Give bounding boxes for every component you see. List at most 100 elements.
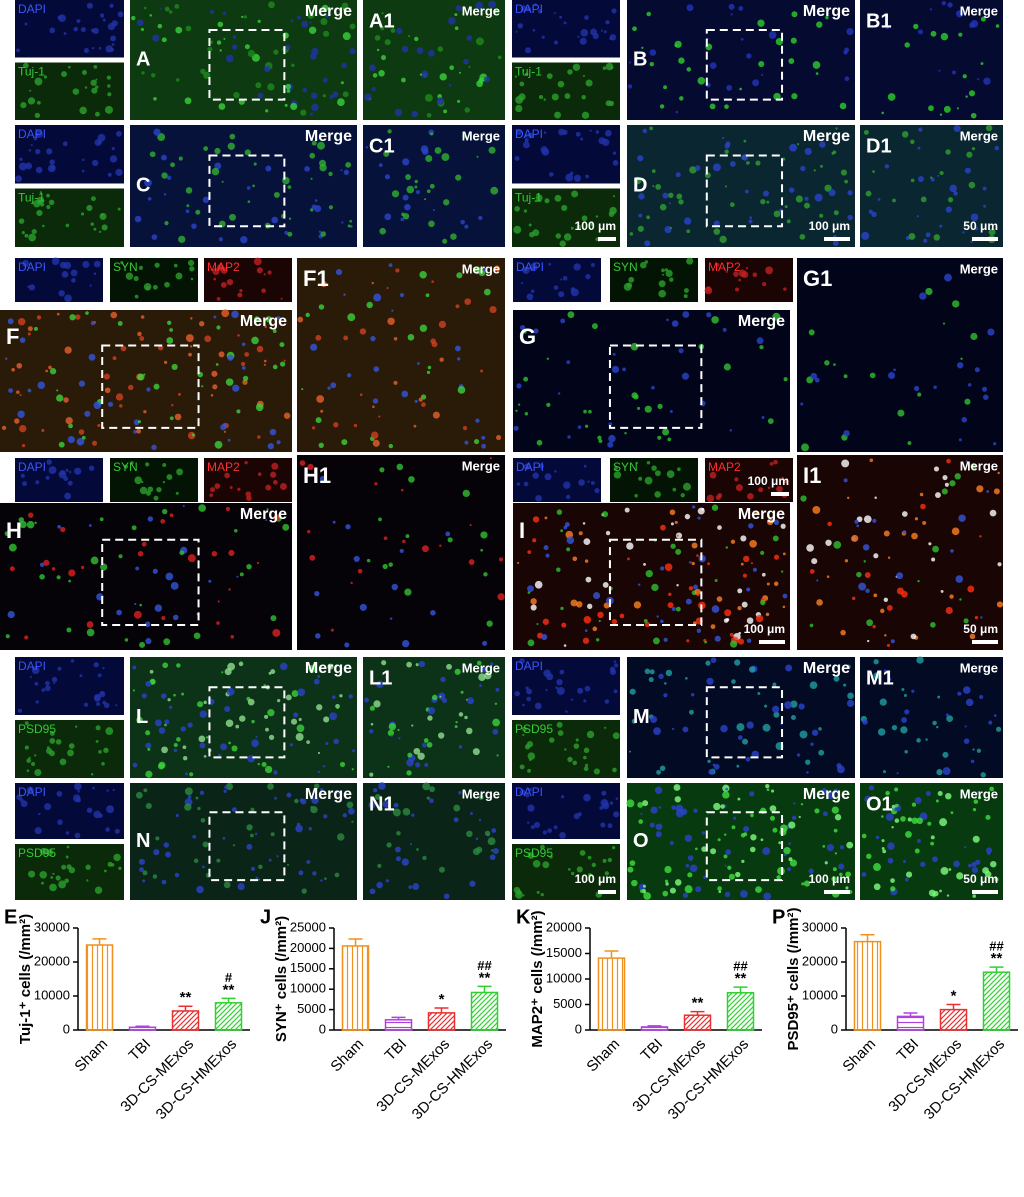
- cell: [216, 325, 221, 330]
- cell: [337, 833, 345, 841]
- cell: [39, 574, 45, 580]
- cell: [225, 719, 234, 728]
- cell: [530, 289, 535, 293]
- cell: [267, 783, 274, 790]
- cell: [211, 551, 218, 557]
- cell: [264, 714, 269, 719]
- cell: [464, 440, 469, 445]
- cell: [310, 92, 318, 99]
- cell: [184, 97, 192, 105]
- x-tick-label: Sham: [839, 1036, 879, 1076]
- cell: [80, 27, 86, 33]
- cell: [7, 610, 15, 619]
- cell: [548, 262, 552, 266]
- cell: [39, 562, 45, 568]
- cell: [142, 879, 146, 883]
- cell: [684, 288, 689, 293]
- scale-label: 50 μm: [963, 622, 998, 636]
- cell: [570, 871, 575, 876]
- cell: [115, 704, 118, 707]
- cell: [411, 813, 415, 817]
- cell: [953, 860, 960, 868]
- cell: [707, 562, 710, 566]
- cell: [139, 486, 148, 495]
- cell: [247, 755, 255, 763]
- cell: [33, 326, 38, 331]
- cell: [406, 770, 412, 776]
- cell: [810, 742, 814, 746]
- cell: [65, 831, 70, 835]
- cell: [972, 894, 977, 898]
- cell: [106, 75, 111, 80]
- cell: [833, 675, 840, 682]
- cell: [612, 732, 620, 740]
- cell: [464, 107, 470, 113]
- cell: [301, 20, 309, 28]
- cell: [196, 701, 204, 708]
- cell: [559, 832, 566, 839]
- cell: [220, 267, 228, 274]
- cell: [816, 21, 823, 28]
- cell: [340, 81, 344, 85]
- cell: [758, 60, 765, 68]
- cell: [47, 164, 56, 173]
- cell: [245, 491, 252, 497]
- cell: [964, 398, 971, 405]
- cell: [736, 764, 740, 768]
- cell: [826, 843, 834, 852]
- cell: [949, 594, 954, 599]
- cell: [57, 15, 62, 20]
- cell: [733, 816, 737, 820]
- cell: [962, 74, 967, 79]
- cell: [418, 660, 426, 668]
- cell: [462, 135, 466, 139]
- bar: [470, 991, 499, 1031]
- cell: [518, 403, 521, 406]
- cell: [951, 527, 960, 536]
- cell: [337, 98, 345, 107]
- cell: [102, 667, 105, 670]
- cell: [118, 554, 123, 559]
- cell: [111, 43, 115, 46]
- panel-letter: B1: [866, 10, 892, 32]
- cell: [75, 797, 81, 803]
- cell: [372, 788, 378, 793]
- cell: [746, 53, 752, 59]
- cell: [586, 730, 595, 739]
- cell: [142, 870, 148, 876]
- cell: [163, 193, 167, 196]
- cell: [684, 885, 693, 894]
- cell: [176, 737, 181, 742]
- cell: [738, 278, 741, 282]
- cell: [425, 293, 430, 298]
- cell: [147, 486, 154, 493]
- cell: [93, 321, 97, 324]
- cell: [514, 75, 518, 78]
- cell: [714, 635, 721, 642]
- cell: [546, 73, 553, 80]
- cell: [952, 300, 960, 308]
- cell: [637, 225, 644, 232]
- cell: [961, 416, 968, 423]
- cell: [772, 827, 778, 833]
- cell: [519, 658, 525, 664]
- cell: [652, 185, 655, 188]
- cell: [958, 32, 963, 37]
- cell: [100, 563, 108, 571]
- cell: [342, 8, 346, 11]
- cell: [456, 272, 463, 279]
- cell: [675, 110, 679, 114]
- x-tick-label: 3D-CS-HMExos: [921, 1036, 1008, 1123]
- cell: [532, 229, 540, 237]
- cell: [158, 761, 166, 769]
- cell: [971, 866, 979, 874]
- cell: [481, 667, 487, 673]
- cell: [58, 290, 65, 297]
- cell: [92, 440, 98, 446]
- cell: [16, 48, 20, 53]
- cell: [931, 557, 936, 562]
- cell: [440, 676, 446, 683]
- cell: [34, 112, 41, 119]
- bar: [726, 992, 755, 1031]
- cell: [231, 44, 238, 50]
